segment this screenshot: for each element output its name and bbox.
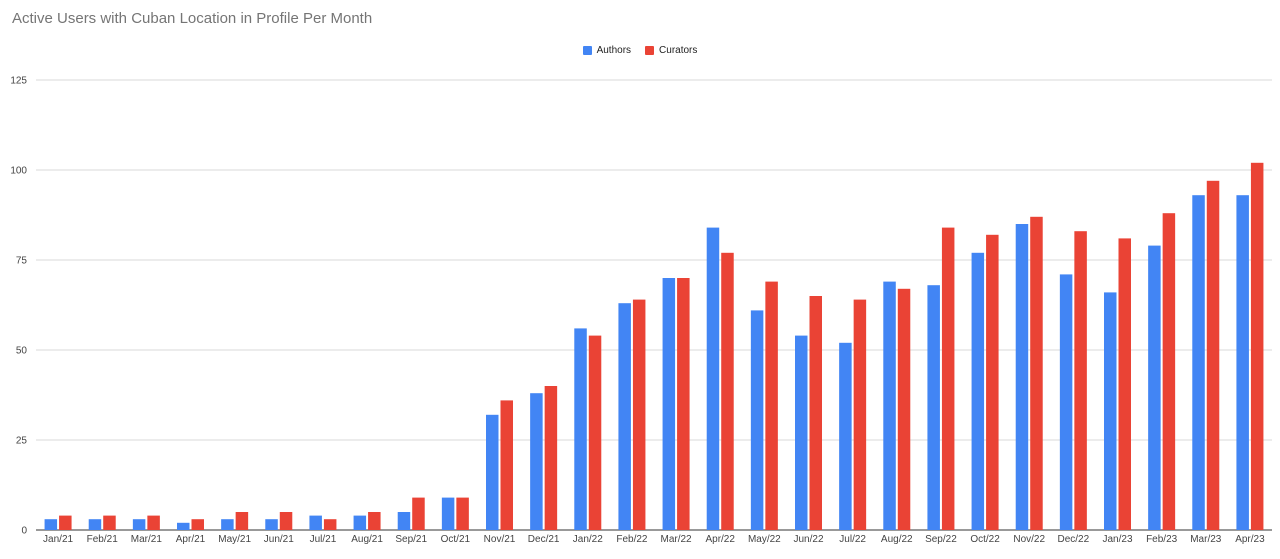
bar-authors-nov-22[interactable] [1015,224,1029,530]
bar-authors-jul-21[interactable] [309,515,322,530]
bar-authors-dec-22[interactable] [1059,274,1073,530]
x-tick-label-dec-21: Dec/21 [528,534,560,545]
bar-curators-aug-22[interactable] [897,288,911,530]
bar-curators-mar-21[interactable] [147,515,160,530]
bar-authors-mar-22[interactable] [662,278,676,530]
x-tick-label-may-22: May/22 [748,534,781,545]
x-tick-label-nov-21: Nov/21 [484,534,516,545]
bar-curators-nov-21[interactable] [500,400,514,530]
x-tick-label-feb-21: Feb/21 [87,534,119,545]
bar-authors-jul-22[interactable] [839,342,852,530]
x-tick-label-apr-21: Apr/21 [176,534,206,545]
bar-curators-may-22[interactable] [765,281,778,530]
legend-swatch-curators [645,46,655,55]
bar-authors-mar-23[interactable] [1192,195,1205,530]
x-tick-label-feb-22: Feb/22 [616,534,648,545]
bar-authors-mar-21[interactable] [132,519,146,530]
bar-authors-nov-21[interactable] [486,414,499,530]
y-tick-label-125: 125 [10,76,27,87]
x-tick-label-jun-21: Jun/21 [264,534,294,545]
bar-authors-aug-22[interactable] [883,281,896,530]
legend-label-authors: Authors [596,45,632,56]
x-tick-label-mar-21: Mar/21 [131,534,163,545]
bar-curators-dec-22[interactable] [1074,231,1087,530]
x-tick-label-may-21: May/21 [218,534,251,545]
x-tick-label-feb-23: Feb/23 [1146,534,1178,545]
y-tick-label-50: 50 [16,346,28,357]
x-tick-label-sep-21: Sep/21 [395,534,427,545]
y-tick-label-75: 75 [16,256,28,267]
bar-curators-jun-22[interactable] [809,296,823,530]
bar-authors-sep-21[interactable] [397,512,411,530]
bar-authors-may-22[interactable] [750,310,764,530]
bar-curators-feb-23[interactable] [1162,213,1176,530]
bar-curators-aug-21[interactable] [368,512,381,530]
bar-authors-feb-21[interactable] [88,519,102,530]
bar-authors-apr-21[interactable] [177,522,190,530]
x-tick-label-jul-21: Jul/21 [310,534,337,545]
bar-curators-feb-22[interactable] [632,299,646,530]
bar-curators-apr-22[interactable] [721,252,734,531]
bar-authors-apr-22[interactable] [706,227,720,530]
x-tick-label-oct-21: Oct/21 [441,534,471,545]
x-tick-label-apr-23: Apr/23 [1235,534,1265,545]
bar-curators-sep-22[interactable] [941,227,955,530]
bar-authors-jun-22[interactable] [795,335,808,530]
x-tick-label-nov-22: Nov/22 [1013,534,1045,545]
bar-curators-oct-21[interactable] [456,497,469,530]
x-tick-label-jan-23: Jan/23 [1102,534,1132,545]
bar-curators-apr-23[interactable] [1250,162,1264,531]
x-tick-label-mar-22: Mar/22 [661,534,693,545]
legend-item-authors[interactable]: Authors [582,45,632,56]
bar-curators-jul-21[interactable] [323,519,337,530]
bar-authors-jan-23[interactable] [1104,292,1117,530]
bar-curators-sep-21[interactable] [412,497,425,530]
bar-authors-apr-23[interactable] [1236,195,1249,530]
x-tick-label-sep-22: Sep/22 [925,534,957,545]
y-tick-label-100: 100 [10,166,27,177]
bar-curators-jan-23[interactable] [1118,238,1132,530]
bar-authors-feb-22[interactable] [618,303,631,530]
bar-authors-may-21[interactable] [221,519,234,530]
x-tick-label-jan-22: Jan/22 [573,534,603,545]
x-tick-label-jun-22: Jun/22 [793,534,823,545]
chart-title: Active Users with Cuban Location in Prof… [12,10,373,27]
bar-authors-dec-21[interactable] [530,393,543,530]
x-tick-label-apr-22: Apr/22 [705,534,735,545]
bar-curators-nov-22[interactable] [1030,216,1043,531]
bar-authors-oct-21[interactable] [441,497,455,530]
x-tick-label-jan-21: Jan/21 [43,534,73,545]
bar-curators-jul-22[interactable] [853,299,867,530]
bar-curators-feb-21[interactable] [103,515,116,530]
x-tick-label-oct-22: Oct/22 [970,534,1000,545]
bar-authors-jan-22[interactable] [574,328,587,530]
legend-label-curators: Curators [659,45,698,56]
bar-curators-jun-21[interactable] [279,512,293,530]
bar-curators-dec-21[interactable] [544,386,558,530]
x-tick-label-mar-23: Mar/23 [1190,534,1222,545]
legend-item-curators[interactable]: Curators [645,45,697,56]
legend: Authors Curators [0,45,1280,56]
y-tick-label-0: 0 [21,526,27,537]
x-tick-label-dec-22: Dec/22 [1058,534,1090,545]
bar-curators-may-21[interactable] [235,512,249,530]
bar-curators-apr-21[interactable] [191,519,205,530]
bar-authors-aug-21[interactable] [353,515,367,530]
legend-swatch-authors [582,46,592,55]
bar-authors-feb-23[interactable] [1148,245,1161,530]
bar-curators-mar-22[interactable] [677,278,690,530]
x-tick-label-aug-21: Aug/21 [351,534,383,545]
bar-curators-mar-23[interactable] [1206,180,1220,531]
bar-authors-sep-22[interactable] [927,285,940,530]
bar-curators-oct-22[interactable] [986,234,999,531]
y-tick-label-25: 25 [16,436,28,447]
bar-authors-jan-21[interactable] [44,519,58,530]
x-tick-label-jul-22: Jul/22 [839,534,866,545]
bar-curators-jan-22[interactable] [588,335,602,530]
bar-authors-jun-21[interactable] [265,519,278,530]
bar-authors-oct-22[interactable] [971,252,985,531]
bar-curators-jan-21[interactable] [59,515,72,530]
x-tick-label-aug-22: Aug/22 [881,534,913,545]
